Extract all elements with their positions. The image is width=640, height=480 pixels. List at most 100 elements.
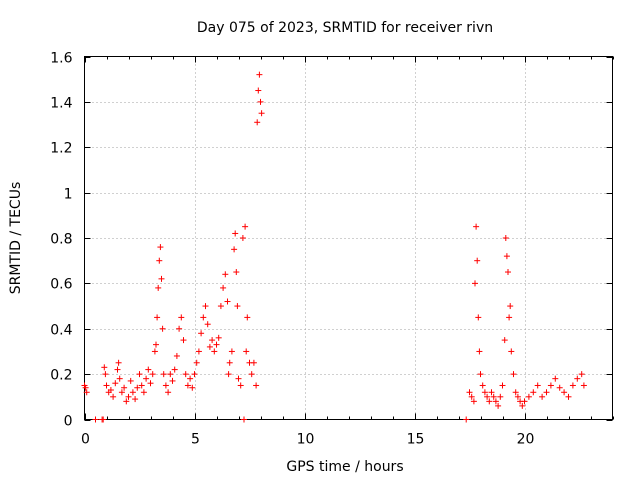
data-point	[556, 384, 563, 391]
data-point	[189, 384, 196, 391]
data-point	[232, 230, 239, 237]
data-point	[490, 393, 497, 400]
data-point	[479, 382, 486, 389]
data-point	[512, 389, 519, 396]
data-point	[488, 389, 495, 396]
data-point	[171, 366, 178, 373]
data-point	[153, 341, 159, 348]
data-point	[463, 416, 470, 423]
data-point	[206, 343, 213, 350]
x-tick-label: 20	[517, 432, 535, 448]
data-point	[473, 223, 480, 230]
data-point	[233, 269, 240, 276]
x-tick-label: 10	[297, 432, 315, 448]
data-point	[157, 244, 164, 251]
y-tick-label: 1.4	[50, 96, 72, 112]
data-point	[502, 235, 509, 241]
data-point	[160, 371, 167, 378]
data-point	[525, 393, 532, 400]
data-point	[466, 389, 473, 396]
data-point	[222, 271, 229, 278]
y-tick-label: 0.8	[50, 232, 72, 248]
data-point	[107, 387, 114, 394]
data-point	[217, 303, 224, 310]
x-tick-label: 15	[407, 432, 425, 448]
data-point	[147, 380, 154, 387]
data-point	[187, 375, 194, 382]
data-point	[193, 359, 200, 366]
data-point	[118, 389, 125, 396]
data-point	[132, 396, 139, 403]
data-point	[242, 223, 249, 230]
data-point	[547, 382, 554, 389]
data-point	[101, 364, 108, 371]
data-point	[213, 341, 220, 348]
data-point	[505, 269, 511, 276]
data-point	[149, 371, 156, 378]
data-point	[83, 389, 90, 396]
data-point	[154, 314, 161, 321]
data-point	[486, 398, 493, 405]
data-point	[114, 366, 121, 373]
data-point	[155, 284, 162, 291]
data-point	[158, 275, 165, 282]
data-point	[116, 375, 123, 382]
data-point	[110, 393, 117, 400]
data-point	[195, 348, 202, 355]
data-point	[472, 280, 478, 287]
data-point	[162, 382, 169, 389]
data-point	[552, 375, 559, 382]
data-point	[241, 416, 247, 423]
data-point	[506, 314, 513, 321]
data-point	[82, 384, 89, 391]
data-point	[143, 375, 150, 382]
data-point	[495, 402, 502, 409]
data-point	[501, 337, 508, 344]
data-point	[100, 416, 107, 423]
data-point	[250, 359, 257, 366]
data-point	[103, 382, 110, 389]
data-point	[209, 337, 216, 344]
x-tick-label: 0	[81, 432, 90, 448]
y-tick-label: 0.4	[50, 323, 72, 339]
data-point	[574, 375, 581, 382]
data-point	[539, 393, 546, 400]
data-point	[235, 375, 242, 382]
data-point	[224, 298, 231, 305]
data-point	[184, 382, 191, 389]
data-point	[255, 87, 262, 94]
y-tick-label: 1.2	[50, 141, 72, 157]
data-point	[256, 71, 263, 78]
data-point	[253, 382, 260, 389]
data-point	[468, 393, 475, 400]
data-point	[92, 416, 99, 423]
data-point	[202, 303, 209, 310]
data-point	[145, 366, 152, 373]
grid-layer	[84, 56, 613, 420]
data-point	[578, 371, 585, 378]
data-point	[182, 371, 189, 378]
data-point	[134, 384, 141, 391]
data-point	[254, 119, 261, 126]
data-point	[569, 382, 576, 389]
data-point	[112, 380, 119, 387]
data-point	[121, 384, 128, 391]
data-point	[198, 330, 205, 337]
data-point	[234, 303, 241, 310]
data-point	[534, 382, 541, 389]
data-point	[169, 377, 176, 384]
data-point	[123, 398, 130, 405]
data-point	[180, 337, 187, 344]
data-point	[178, 314, 185, 321]
data-point	[165, 389, 172, 396]
data-point	[127, 377, 134, 384]
data-point	[477, 371, 484, 378]
data-point	[204, 321, 211, 328]
data-point	[215, 334, 222, 341]
data-point	[248, 371, 255, 378]
data-point	[176, 325, 183, 332]
data-point	[475, 314, 482, 321]
data-point	[492, 398, 499, 405]
data-point	[159, 325, 166, 332]
